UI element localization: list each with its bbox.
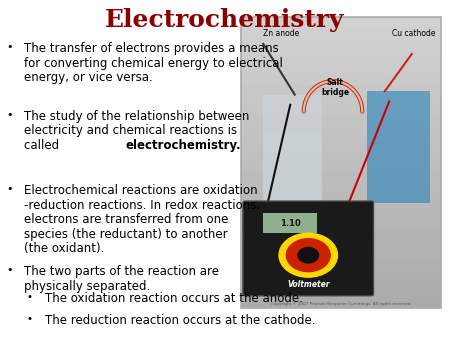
- Bar: [241, 201, 441, 211]
- Text: physically separated.: physically separated.: [24, 280, 150, 293]
- Bar: [241, 259, 441, 269]
- Bar: [241, 85, 441, 94]
- Bar: [241, 191, 441, 201]
- Text: •: •: [27, 314, 33, 324]
- Bar: [241, 240, 441, 249]
- Bar: [241, 143, 441, 152]
- Text: called: called: [24, 139, 63, 152]
- Text: Voltmeter: Voltmeter: [287, 280, 329, 289]
- Bar: [241, 182, 441, 191]
- Text: electrons are transferred from one: electrons are transferred from one: [24, 213, 228, 226]
- Text: The oxidation reaction occurs at the anode.: The oxidation reaction occurs at the ano…: [45, 292, 303, 305]
- Bar: [241, 230, 441, 240]
- Text: (the oxidant).: (the oxidant).: [24, 242, 104, 255]
- Text: Cu cathode: Cu cathode: [392, 29, 436, 38]
- Bar: [241, 104, 441, 114]
- Bar: [241, 17, 441, 308]
- Bar: [241, 298, 441, 308]
- Bar: [241, 114, 441, 123]
- Bar: [241, 152, 441, 162]
- Bar: [263, 130, 322, 213]
- Text: The reduction reaction occurs at the cathode.: The reduction reaction occurs at the cat…: [45, 314, 316, 327]
- Text: Copyright © 2007 Pearson Benjamin Cummings. All rights reserved.: Copyright © 2007 Pearson Benjamin Cummin…: [270, 302, 411, 306]
- Text: Salt
bridge: Salt bridge: [321, 78, 349, 97]
- Text: Electrochemical reactions are oxidation: Electrochemical reactions are oxidation: [24, 184, 257, 197]
- Text: 1.10: 1.10: [280, 219, 301, 227]
- Bar: [241, 220, 441, 230]
- Text: -reduction reactions. In redox reactions,: -reduction reactions. In redox reactions…: [24, 199, 260, 212]
- Circle shape: [298, 247, 319, 263]
- Text: for converting chemical energy to electrical: for converting chemical energy to electr…: [24, 57, 283, 70]
- Bar: [241, 46, 441, 56]
- Bar: [241, 249, 441, 259]
- Circle shape: [279, 233, 338, 277]
- Bar: [263, 213, 317, 233]
- Bar: [241, 269, 441, 279]
- Bar: [241, 75, 441, 85]
- Text: •: •: [7, 184, 13, 194]
- Text: electrochemistry.: electrochemistry.: [126, 139, 241, 152]
- Text: •: •: [7, 42, 13, 52]
- Bar: [241, 27, 441, 36]
- Text: Electrochemistry: Electrochemistry: [105, 8, 345, 32]
- Text: electricity and chemical reactions is: electricity and chemical reactions is: [24, 124, 237, 137]
- Text: energy, or vice versa.: energy, or vice versa.: [24, 71, 153, 84]
- Text: •: •: [27, 292, 33, 303]
- Bar: [241, 123, 441, 133]
- Text: The transfer of electrons provides a means: The transfer of electrons provides a mea…: [24, 42, 279, 55]
- Bar: [241, 162, 441, 172]
- Bar: [241, 133, 441, 143]
- FancyBboxPatch shape: [243, 201, 374, 296]
- Bar: [241, 172, 441, 182]
- Bar: [263, 95, 322, 213]
- Bar: [241, 279, 441, 288]
- Bar: [241, 288, 441, 298]
- Text: •: •: [7, 110, 13, 120]
- Bar: [241, 94, 441, 104]
- Bar: [241, 17, 441, 27]
- Bar: [367, 91, 430, 203]
- Text: Zn anode: Zn anode: [263, 29, 299, 38]
- Circle shape: [286, 239, 330, 272]
- Text: species (the reductant) to another: species (the reductant) to another: [24, 228, 227, 241]
- Bar: [241, 65, 441, 75]
- Text: •: •: [7, 265, 13, 275]
- Text: The two parts of the reaction are: The two parts of the reaction are: [24, 265, 219, 278]
- Bar: [241, 56, 441, 65]
- Bar: [241, 211, 441, 220]
- Bar: [241, 36, 441, 46]
- Text: The study of the relationship between: The study of the relationship between: [24, 110, 249, 123]
